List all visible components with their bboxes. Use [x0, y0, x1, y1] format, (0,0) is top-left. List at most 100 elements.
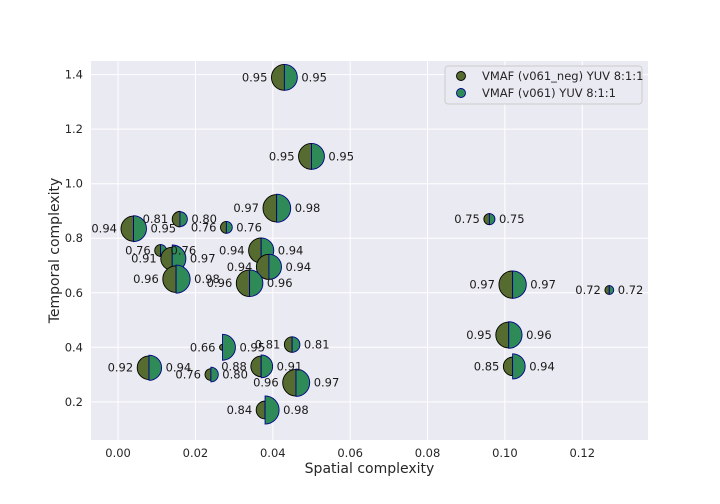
label-right-value: 0.97: [530, 278, 556, 292]
x-tick-label: 0.08: [415, 446, 441, 460]
point-right-half: [512, 353, 526, 380]
point-left-half: [136, 355, 150, 381]
x-tick-label: 0.06: [337, 446, 363, 460]
point-left-half: [255, 253, 270, 280]
point-right-half: [249, 269, 264, 297]
legend-label-series-1: VMAF (v061_neg) YUV 8:1:1: [482, 69, 643, 83]
label-left-value: 0.76: [191, 220, 217, 234]
label-left-value: 0.76: [175, 368, 201, 382]
x-axis-label: Spatial complexity: [305, 461, 435, 477]
y-axis-label: Temporal complexity: [47, 178, 63, 325]
x-tick-label: 0.12: [569, 446, 595, 460]
label-left-value: 0.76: [125, 244, 151, 258]
point-right-half: [512, 270, 527, 299]
label-right-value: 0.98: [283, 403, 309, 417]
legend-box: [444, 65, 643, 105]
label-left-value: 0.92: [108, 361, 134, 375]
x-tick-label: 0.02: [183, 446, 209, 460]
point-left-half: [262, 194, 278, 223]
y-tick-label: 0.4: [65, 340, 83, 354]
label-right-value: 0.91: [277, 359, 303, 373]
label-right-value: 0.81: [304, 338, 330, 352]
point-left-half: [162, 265, 177, 293]
y-tick-label: 1.0: [65, 177, 83, 191]
label-right-value: 0.94: [278, 244, 304, 258]
point-right-half: [291, 336, 301, 353]
point-right-half: [210, 366, 219, 383]
point-right-half: [295, 368, 311, 397]
point-left-half: [298, 143, 312, 170]
label-left-value: 0.72: [575, 283, 601, 297]
y-tick-label: 1.2: [65, 122, 83, 136]
point-right-half: [608, 285, 615, 295]
legend-marker-series-1: [456, 71, 466, 81]
legend-label-series-2: VMAF (v061) YUV 8:1:1: [482, 86, 616, 100]
point-left-half: [495, 321, 510, 349]
point-left-half: [255, 400, 266, 420]
label-right-value: 0.97: [314, 376, 340, 390]
label-left-value: 0.96: [207, 276, 233, 290]
y-tick-label: 0.2: [65, 395, 83, 409]
label-right-value: 0.98: [295, 201, 321, 215]
point-right-half: [222, 333, 236, 361]
point-left-half: [604, 285, 610, 295]
point-left-half: [271, 63, 285, 91]
label-right-value: 0.72: [618, 283, 644, 297]
point-right-half: [488, 213, 496, 226]
x-tick-label: 0.00: [105, 446, 131, 460]
label-right-value: 0.97: [190, 252, 216, 266]
point-right-half: [133, 215, 147, 243]
point-left-half: [282, 368, 297, 397]
legend: VMAF (v061_neg) YUV 8:1:1 VMAF (v061) YU…: [444, 65, 643, 105]
label-left-value: 0.97: [233, 201, 259, 215]
point-right-half: [264, 395, 280, 425]
label-left-value: 0.95: [242, 70, 268, 84]
label-left-value: 0.94: [91, 222, 117, 236]
label-left-value: 0.94: [227, 260, 253, 274]
x-tick-label: 0.10: [492, 446, 518, 460]
point-left-half: [250, 355, 262, 378]
point-left-half: [283, 336, 293, 353]
legend-marker-series-2: [456, 88, 466, 98]
plot-area: [91, 61, 648, 440]
label-left-value: 0.94: [219, 244, 245, 258]
label-right-value: 0.80: [222, 368, 248, 382]
point-left-half: [498, 270, 514, 299]
point-right-half: [268, 253, 282, 280]
label-left-value: 0.75: [454, 212, 480, 226]
point-right-half: [260, 354, 274, 379]
label-right-value: 0.76: [236, 220, 262, 234]
label-left-value: 0.84: [227, 403, 253, 417]
label-right-value: 0.95: [239, 340, 265, 354]
label-left-value: 0.85: [474, 359, 500, 373]
point-right-half: [311, 143, 325, 170]
label-left-value: 0.96: [253, 376, 279, 390]
y-tick-label: 1.4: [65, 68, 83, 82]
point-right-half: [148, 354, 163, 381]
point-right-half: [508, 321, 523, 349]
label-left-value: 0.81: [143, 212, 169, 226]
x-tick-label: 0.04: [260, 446, 286, 460]
label-right-value: 0.98: [194, 272, 220, 286]
data-labels: 0.95 0.950.95 0.950.97 0.980.81 0.800.76 0.76…: [91, 70, 643, 417]
point-left-half: [502, 356, 514, 377]
label-left-value: 0.95: [269, 149, 295, 163]
label-left-value: 0.91: [131, 252, 157, 266]
point-right-half: [283, 63, 298, 91]
label-right-value: 0.94: [529, 359, 555, 373]
label-right-value: 0.95: [328, 149, 354, 163]
label-left-value: 0.66: [190, 340, 216, 354]
point-left-half: [120, 215, 134, 242]
x-tick-labels: 0.00 0.02 0.04 0.06 0.08 0.10 0.12: [105, 446, 595, 460]
data-points: [120, 63, 615, 425]
point-right-half: [276, 193, 292, 223]
label-right-value: 0.80: [191, 212, 217, 226]
point-left-half: [171, 210, 181, 228]
label-right-value: 0.96: [526, 328, 552, 342]
label-right-value: 0.96: [267, 276, 293, 290]
point-left-half: [235, 269, 251, 297]
label-right-value: 0.75: [499, 212, 525, 226]
label-right-value: 0.76: [171, 244, 197, 258]
point-right-half: [225, 220, 233, 234]
